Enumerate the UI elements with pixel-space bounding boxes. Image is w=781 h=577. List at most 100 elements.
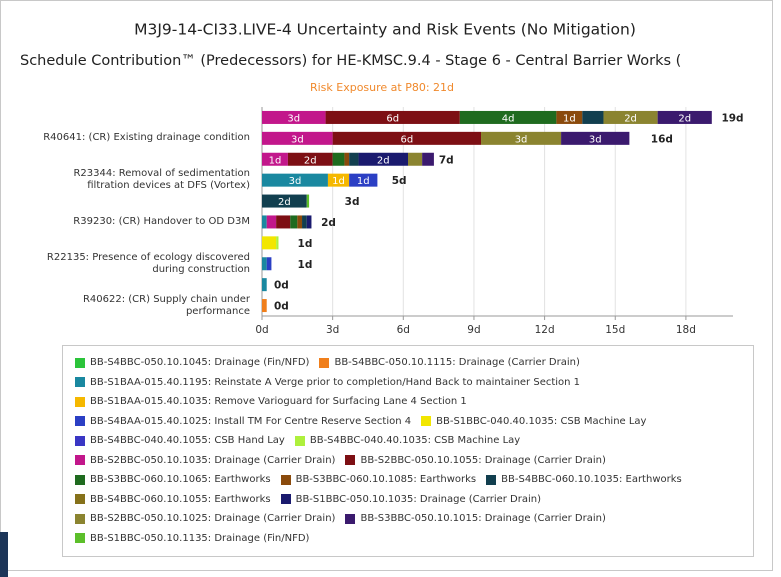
legend-swatch — [75, 533, 85, 543]
bar-segment — [325, 110, 460, 124]
bar-segment — [603, 110, 658, 124]
total-label: 0d — [274, 280, 289, 292]
bar-segment — [290, 215, 298, 229]
bar-segment — [266, 215, 277, 229]
legend-item: BB-S1BBC-050.10.1035: Drainage (Carrier … — [280, 493, 542, 506]
total-label: 0d — [274, 301, 289, 313]
legend-item: BB-S2BBC-050.10.1025: Drainage (Carrier … — [75, 512, 335, 525]
legend-swatch — [75, 396, 85, 407]
segment-label: 1d — [563, 113, 576, 124]
segment-label: 1d — [269, 155, 282, 166]
bar-segment — [262, 194, 307, 208]
legend-swatch — [280, 494, 291, 504]
x-tick-label: 9d — [467, 324, 480, 336]
legend-label: BB-S1BAA-015.40.1195: Reinstate A Verge … — [90, 376, 581, 388]
segment-label: 6d — [386, 113, 399, 124]
legend-swatch — [294, 435, 305, 446]
legend-label: BB-S2BBC-050.10.1035: Drainage (Carrier … — [90, 454, 336, 466]
bar-segment — [262, 278, 267, 292]
legend-item: BB-S2BBC-050.10.1055: Drainage (Carrier … — [345, 454, 606, 467]
chart-subtitle: Schedule Contribution™ (Predecessors) fo… — [20, 53, 681, 69]
category-label: R23344: Removal of sedimentation filtrat… — [73, 168, 250, 192]
bar-segment — [408, 152, 423, 166]
bar-segment — [262, 215, 267, 229]
legend-item: BB-S3BBC-060.10.1085: Earthworks — [280, 473, 477, 486]
bar-segment — [306, 215, 312, 229]
legend-swatch — [75, 377, 85, 387]
legend-label: BB-S1BBC-050.10.1135: Drainage (Fin/NFD) — [90, 532, 310, 544]
legend-swatch — [486, 474, 497, 485]
legend-label: BB-S1BBC-050.10.1035: Drainage (Carrier … — [295, 493, 542, 505]
legend-label: BB-S4BAA-015.40.1025: Install TM For Cen… — [90, 415, 412, 427]
legend-item: BB-S1BAA-015.40.1035: Remove Varioguard … — [75, 395, 467, 408]
legend-item: BB-S1BAA-015.40.1195: Reinstate A Verge … — [75, 376, 580, 389]
legend-label: BB-S4BBC-060.10.1055: Earthworks — [90, 493, 271, 505]
legend-swatch — [75, 513, 85, 524]
bar-segment — [332, 131, 482, 145]
legend-label: BB-S4BBC-060.10.1035: Earthworks — [501, 474, 682, 485]
legend-label: BB-S3BBC-060.10.1085: Earthworks — [295, 474, 477, 485]
category-label: R22135: Presence of ecology discovered d… — [46, 251, 250, 275]
legend-swatch — [75, 474, 85, 485]
bar-segment — [306, 194, 310, 208]
segment-label: 3d — [291, 134, 304, 145]
total-label: 2d — [321, 217, 336, 229]
bar-segment — [262, 110, 326, 124]
category-label: R40622: (CR) Supply chain under performa… — [82, 293, 250, 317]
legend-label: BB-S2BBC-050.10.1025: Drainage (Carrier … — [90, 513, 336, 524]
bar-segment — [276, 215, 291, 229]
bar-segment — [561, 131, 630, 145]
legend-item: BB-S1BBC-040.40.1035: CSB Machine Lay — [421, 415, 646, 428]
segment-label: 3d — [289, 176, 302, 187]
legend-label: BB-S4BBC-040.40.1035: CSB Machine Lay — [309, 435, 521, 446]
legend-item: BB-S3BBC-050.10.1015: Drainage (Carrier … — [345, 512, 606, 525]
legend-swatch — [75, 435, 85, 446]
legend-swatch — [75, 357, 85, 368]
chart-title: M3J9-14-CI33.LIVE-4 Uncertainty and Risk… — [134, 21, 636, 39]
bar-segment — [582, 110, 604, 124]
bar-segment — [481, 131, 562, 145]
segment-label: 1d — [357, 176, 370, 187]
legend-label: BB-S3BBC-060.10.1065: Earthworks — [90, 474, 271, 485]
segment-label: 2d — [678, 113, 691, 124]
total-label: 16d — [651, 133, 673, 145]
bar-segment — [302, 215, 307, 229]
bar-segment — [332, 152, 345, 166]
edge-decoration — [0, 532, 8, 577]
segment-label: 1d — [332, 176, 345, 187]
segment-label: 4d — [502, 113, 515, 124]
legend-item: BB-S4BBC-060.10.1035: Earthworks — [486, 473, 682, 486]
legend-item: BB-S4BBC-040.40.1055: CSB Hand Lay — [75, 434, 285, 447]
segment-label: 6d — [400, 134, 413, 145]
legend-label: BB-S4BBC-050.10.1115: Drainage (Carrier … — [334, 357, 580, 368]
segment-label: 2d — [377, 155, 390, 166]
legend-item: BB-S3BBC-060.10.1065: Earthworks — [75, 473, 271, 486]
bar-segment — [287, 152, 333, 166]
legend: BB-S4BBC-050.10.1045: Drainage (Fin/NFD)… — [62, 345, 754, 557]
legend-swatch — [421, 416, 432, 426]
legend-item: BB-S1BBC-050.10.1135: Drainage (Fin/NFD) — [75, 532, 309, 545]
legend-swatch — [75, 416, 85, 426]
total-label: 1d — [298, 259, 313, 271]
legend-item: BB-S4BBC-050.10.1115: Drainage (Carrier … — [319, 356, 580, 369]
legend-item: BB-S4BBC-060.10.1055: Earthworks — [75, 493, 271, 506]
bar-segment — [422, 152, 434, 166]
legend-label: BB-S1BAA-015.40.1035: Remove Varioguard … — [90, 396, 467, 407]
bar-segment — [459, 110, 557, 124]
bar-segment — [344, 152, 350, 166]
legend-label: BB-S2BBC-050.10.1055: Drainage (Carrier … — [360, 454, 606, 466]
x-tick-label: 0d — [255, 324, 268, 336]
bar-segment — [262, 131, 333, 145]
segment-label: 2d — [624, 113, 637, 124]
bar-segment — [262, 173, 328, 187]
segment-label: 2d — [278, 197, 291, 208]
legend-label: BB-S4BBC-040.40.1055: CSB Hand Lay — [90, 435, 285, 446]
bar-segment — [327, 173, 350, 187]
bar-segment — [657, 110, 712, 124]
x-tick-label: 12d — [535, 324, 555, 336]
total-label: 5d — [392, 175, 407, 187]
bar-segment — [266, 257, 272, 271]
bar-segment — [556, 110, 583, 124]
legend-swatch — [75, 455, 85, 465]
